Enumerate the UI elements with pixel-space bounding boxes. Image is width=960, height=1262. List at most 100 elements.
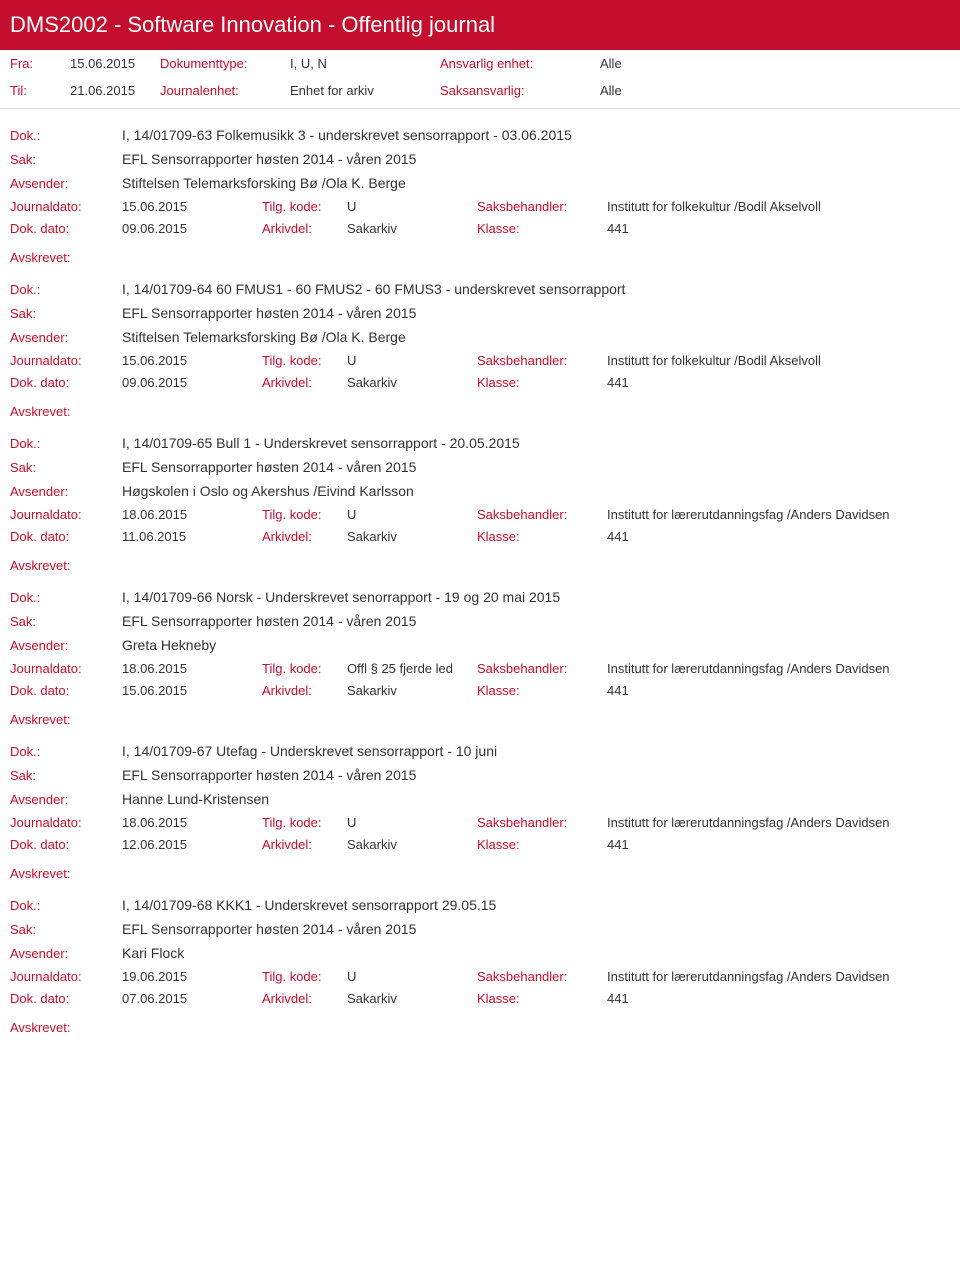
sak-value: EFL Sensorrapporter høsten 2014 - våren … xyxy=(122,767,416,783)
journaldato-value: 15.06.2015 xyxy=(122,199,262,214)
dok-value: I, 14/01709-64 60 FMUS1 - 60 FMUS2 - 60 … xyxy=(122,281,625,297)
dokdato-value: 07.06.2015 xyxy=(122,991,262,1006)
tilgkode-label: Tilg. kode: xyxy=(262,353,347,368)
arkivdel-value: Sakarkiv xyxy=(347,529,477,544)
saksbehandler-label: Saksbehandler: xyxy=(477,353,607,368)
avsender-label: Avsender: xyxy=(10,176,122,191)
dok-label: Dok.: xyxy=(10,898,122,913)
tilgkode-label: Tilg. kode: xyxy=(262,199,347,214)
journaldato-label: Journaldato: xyxy=(10,661,122,676)
avsender-value: Greta Hekneby xyxy=(122,637,216,653)
avskrevet-label: Avskrevet: xyxy=(0,400,960,435)
journal-entry: Dok.:I, 14/01709-66 Norsk - Underskrevet… xyxy=(0,589,960,698)
dok-label: Dok.: xyxy=(10,744,122,759)
dok-value: I, 14/01709-65 Bull 1 - Underskrevet sen… xyxy=(122,435,520,451)
avsender-label: Avsender: xyxy=(10,946,122,961)
arkivdel-value: Sakarkiv xyxy=(347,221,477,236)
filter-doktype-label: Dokumenttype: xyxy=(160,56,290,71)
sak-value: EFL Sensorrapporter høsten 2014 - våren … xyxy=(122,151,416,167)
sak-label: Sak: xyxy=(10,306,122,321)
dokdato-label: Dok. dato: xyxy=(10,221,122,236)
filter-doktype-value: I, U, N xyxy=(290,56,440,71)
journaldato-label: Journaldato: xyxy=(10,815,122,830)
dok-value: I, 14/01709-63 Folkemusikk 3 - underskre… xyxy=(122,127,572,143)
klasse-label: Klasse: xyxy=(477,221,607,236)
klasse-label: Klasse: xyxy=(477,837,607,852)
avsender-label: Avsender: xyxy=(10,330,122,345)
saksbehandler-value: Institutt for lærerutdanningsfag /Anders… xyxy=(607,815,950,830)
avskrevet-label: Avskrevet: xyxy=(0,554,960,589)
sak-label: Sak: xyxy=(10,768,122,783)
filter-fra-value: 15.06.2015 xyxy=(70,56,160,71)
arkivdel-value: Sakarkiv xyxy=(347,837,477,852)
filter-til-value: 21.06.2015 xyxy=(70,83,160,98)
filter-saksansvarlig-value: Alle xyxy=(600,83,622,98)
journaldato-value: 18.06.2015 xyxy=(122,661,262,676)
sak-label: Sak: xyxy=(10,614,122,629)
avsender-value: Stiftelsen Telemarksforsking Bø /Ola K. … xyxy=(122,175,406,191)
filter-panel: Fra: 15.06.2015 Dokumenttype: I, U, N An… xyxy=(0,50,960,109)
journaldato-label: Journaldato: xyxy=(10,507,122,522)
tilgkode-value: U xyxy=(347,815,477,830)
filter-journalenhet-value: Enhet for arkiv xyxy=(290,83,440,98)
avsender-value: Høgskolen i Oslo og Akershus /Eivind Kar… xyxy=(122,483,414,499)
sak-value: EFL Sensorrapporter høsten 2014 - våren … xyxy=(122,459,416,475)
avskrevet-label: Avskrevet: xyxy=(0,708,960,743)
klasse-value: 441 xyxy=(607,375,950,390)
tilgkode-label: Tilg. kode: xyxy=(262,815,347,830)
arkivdel-label: Arkivdel: xyxy=(262,683,347,698)
saksbehandler-label: Saksbehandler: xyxy=(477,199,607,214)
journaldato-label: Journaldato: xyxy=(10,353,122,368)
dokdato-value: 11.06.2015 xyxy=(122,529,262,544)
arkivdel-label: Arkivdel: xyxy=(262,991,347,1006)
page-title: DMS2002 - Software Innovation - Offentli… xyxy=(0,0,960,50)
filter-row-1: Fra: 15.06.2015 Dokumenttype: I, U, N An… xyxy=(0,50,960,77)
avsender-value: Kari Flock xyxy=(122,945,184,961)
dok-label: Dok.: xyxy=(10,128,122,143)
saksbehandler-value: Institutt for lærerutdanningsfag /Anders… xyxy=(607,661,950,676)
filter-ansvarlig-value: Alle xyxy=(600,56,622,71)
tilgkode-value: U xyxy=(347,969,477,984)
journaldato-value: 18.06.2015 xyxy=(122,507,262,522)
avsender-value: Stiftelsen Telemarksforsking Bø /Ola K. … xyxy=(122,329,406,345)
journal-entry: Dok.:I, 14/01709-65 Bull 1 - Underskreve… xyxy=(0,435,960,544)
filter-fra-label: Fra: xyxy=(10,56,70,71)
dokdato-value: 09.06.2015 xyxy=(122,375,262,390)
dokdato-value: 15.06.2015 xyxy=(122,683,262,698)
tilgkode-value: U xyxy=(347,507,477,522)
arkivdel-label: Arkivdel: xyxy=(262,221,347,236)
tilgkode-value: U xyxy=(347,199,477,214)
klasse-value: 441 xyxy=(607,991,950,1006)
filter-saksansvarlig-label: Saksansvarlig: xyxy=(440,83,600,98)
filter-journalenhet-label: Journalenhet: xyxy=(160,83,290,98)
arkivdel-label: Arkivdel: xyxy=(262,837,347,852)
sak-label: Sak: xyxy=(10,460,122,475)
sak-label: Sak: xyxy=(10,922,122,937)
sak-value: EFL Sensorrapporter høsten 2014 - våren … xyxy=(122,613,416,629)
filter-til-label: Til: xyxy=(10,83,70,98)
dok-value: I, 14/01709-66 Norsk - Underskrevet seno… xyxy=(122,589,560,605)
filter-row-2: Til: 21.06.2015 Journalenhet: Enhet for … xyxy=(0,77,960,104)
saksbehandler-value: Institutt for folkekultur /Bodil Akselvo… xyxy=(607,353,950,368)
avsender-label: Avsender: xyxy=(10,638,122,653)
dok-value: I, 14/01709-67 Utefag - Underskrevet sen… xyxy=(122,743,497,759)
arkivdel-value: Sakarkiv xyxy=(347,991,477,1006)
tilgkode-label: Tilg. kode: xyxy=(262,507,347,522)
journal-entry: Dok.:I, 14/01709-68 KKK1 - Underskrevet … xyxy=(0,897,960,1006)
dokdato-label: Dok. dato: xyxy=(10,375,122,390)
klasse-value: 441 xyxy=(607,683,950,698)
dokdato-value: 12.06.2015 xyxy=(122,837,262,852)
dokdato-label: Dok. dato: xyxy=(10,529,122,544)
arkivdel-value: Sakarkiv xyxy=(347,375,477,390)
dok-label: Dok.: xyxy=(10,436,122,451)
dokdato-label: Dok. dato: xyxy=(10,991,122,1006)
journaldato-label: Journaldato: xyxy=(10,969,122,984)
saksbehandler-label: Saksbehandler: xyxy=(477,815,607,830)
klasse-label: Klasse: xyxy=(477,375,607,390)
journal-entry: Dok.:I, 14/01709-67 Utefag - Underskreve… xyxy=(0,743,960,852)
saksbehandler-label: Saksbehandler: xyxy=(477,969,607,984)
saksbehandler-value: Institutt for lærerutdanningsfag /Anders… xyxy=(607,969,950,984)
avsender-label: Avsender: xyxy=(10,484,122,499)
tilgkode-label: Tilg. kode: xyxy=(262,969,347,984)
klasse-value: 441 xyxy=(607,837,950,852)
